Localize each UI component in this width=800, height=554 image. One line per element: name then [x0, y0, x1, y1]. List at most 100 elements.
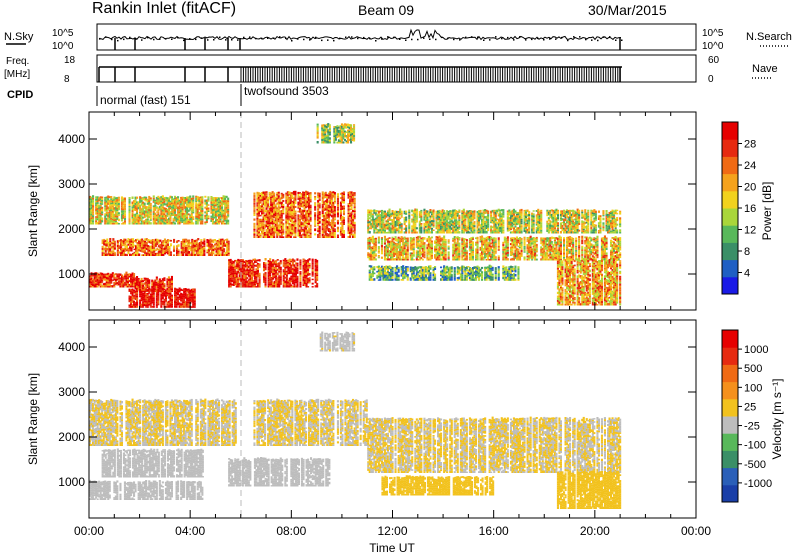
echo-cell [186, 251, 189, 255]
echo-cell [139, 217, 142, 220]
echo-cell [96, 207, 99, 211]
echo-cell [160, 251, 163, 254]
echo-cell [294, 198, 297, 201]
echo-cell [180, 210, 183, 213]
echo-cell [423, 246, 426, 250]
echo-cell [374, 241, 377, 244]
echo-cell [157, 294, 160, 296]
echo-cell [180, 196, 183, 199]
echo-cell [165, 251, 168, 254]
echo-cell [92, 211, 95, 214]
echo-cell [296, 286, 299, 288]
echo-cell [175, 217, 178, 220]
echo-cell [333, 235, 336, 238]
echo-cell [299, 274, 302, 278]
echo-cell [333, 222, 336, 225]
echo-cell [113, 247, 116, 250]
echo-cell [145, 277, 148, 280]
echo-cell [157, 215, 160, 217]
echo-cell [374, 253, 377, 255]
echo-cell [180, 219, 183, 222]
echo-cell [193, 304, 196, 307]
echo-cell [101, 200, 104, 202]
echo-cell [197, 244, 200, 247]
echo-cell [105, 200, 108, 203]
echo-cell [169, 212, 172, 215]
echo-cell [136, 210, 139, 213]
echo-cell [209, 240, 212, 244]
echo-cell [444, 258, 447, 261]
echo-cell [95, 211, 98, 213]
echo-cell [223, 242, 226, 245]
echo-cell [184, 199, 187, 201]
echo-cell [253, 204, 256, 208]
echo-cell [136, 287, 139, 291]
echo-cell [160, 210, 163, 213]
echo-cell [146, 306, 149, 308]
echo-cell [103, 252, 106, 254]
echo-cell [101, 249, 104, 253]
echo-cell [95, 212, 98, 215]
echo-cell [114, 279, 117, 282]
echo-cell [114, 200, 117, 203]
echo-cell [117, 207, 120, 211]
echo-cell [104, 217, 107, 220]
echo-cell [172, 204, 175, 207]
echo-cell [104, 273, 107, 276]
echo-cell [269, 274, 272, 276]
echo-cell [403, 247, 406, 250]
echo-cell [294, 218, 297, 220]
echo-cell [110, 219, 113, 223]
echo-cell [282, 213, 285, 215]
echo-cell [299, 265, 302, 268]
echo-cell [207, 217, 210, 220]
echo-cell [150, 249, 153, 252]
echo-cell [174, 203, 177, 206]
echo-cell [309, 192, 312, 195]
echo-cell [154, 290, 157, 292]
echo-cell [181, 200, 184, 203]
echo-cell [177, 218, 180, 221]
echo-cell [109, 240, 112, 243]
echo-cell [123, 220, 126, 223]
echo-cell [116, 199, 119, 202]
echo-cell [177, 240, 180, 242]
echo-cell [185, 245, 188, 247]
echo-cell [177, 222, 180, 225]
date-label: 30/Mar/2015 [588, 2, 667, 18]
echo-cell [101, 242, 104, 245]
echo-cell [193, 300, 196, 303]
echo-cell [122, 275, 125, 278]
echo-cell [160, 247, 163, 250]
echo-cell [111, 274, 114, 278]
echo-cell [92, 199, 95, 201]
echo-cell [173, 247, 176, 250]
echo-cell [89, 221, 92, 223]
echo-cell [177, 214, 180, 217]
echo-cell [122, 238, 125, 241]
noise-search-dot [483, 39, 485, 41]
nsearch-label: N.Search [746, 31, 792, 43]
echo-cell [155, 196, 158, 200]
echo-cell [182, 251, 185, 254]
echo-cell [116, 242, 119, 245]
echo-cell [207, 210, 210, 212]
echo-cell [110, 213, 113, 216]
echo-cell [444, 251, 447, 254]
echo-cell [104, 240, 107, 242]
noise-search-dot [501, 37, 503, 40]
echo-cell [186, 218, 189, 221]
echo-cell [181, 219, 184, 222]
echo-cell [146, 286, 149, 289]
echo-cell [148, 249, 151, 252]
echo-cell [169, 286, 172, 288]
echo-cell [186, 213, 189, 216]
echo-cell [161, 212, 164, 216]
echo-cell [148, 245, 151, 248]
echo-cell [147, 254, 150, 256]
echo-cell [133, 283, 136, 287]
echo-cell [181, 212, 184, 216]
echo-cell [145, 209, 148, 211]
echo-cell [336, 195, 339, 198]
echo-cell [218, 240, 221, 243]
